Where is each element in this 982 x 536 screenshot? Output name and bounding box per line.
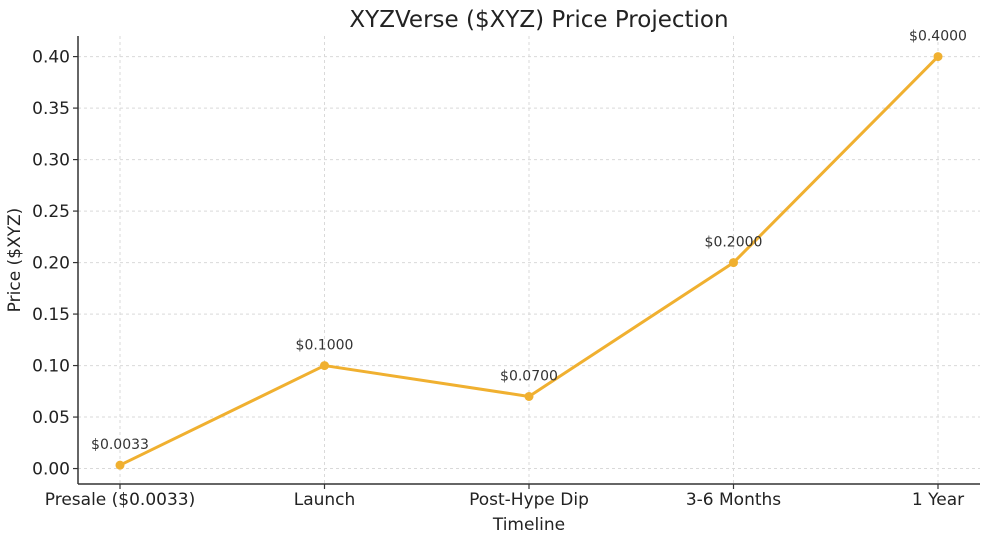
data-label-layer: $0.0033 $0.1000 $0.0700 $0.2000 $0.4000	[91, 29, 967, 454]
grid-layer	[78, 36, 980, 484]
data-point	[115, 460, 125, 470]
series-layer	[115, 52, 943, 470]
y-tick-label: 0.40	[32, 48, 70, 68]
y-tick-label: 0.05	[32, 408, 70, 428]
y-tick-label: 0.20	[32, 254, 70, 274]
data-point	[320, 361, 329, 371]
x-tick-label: Launch	[294, 490, 356, 510]
x-tick-label: Presale ($0.0033)	[45, 490, 195, 510]
x-tick-label: Post-Hype Dip	[469, 490, 589, 510]
y-axis-ticks: 0.00 0.05 0.10 0.15 0.20 0.25 0.30 0.35 0.40	[32, 48, 78, 480]
y-tick-label: 0.30	[32, 151, 70, 171]
y-tick-label: 0.15	[32, 305, 70, 325]
x-axis-title: Timeline	[492, 515, 565, 535]
data-point	[729, 258, 738, 268]
y-tick-label: 0.35	[32, 99, 70, 119]
data-label: $0.4000	[909, 29, 967, 45]
data-label: $0.1000	[296, 338, 354, 354]
x-axis-ticks: Presale ($0.0033) Launch Post-Hype Dip 3-6 …	[45, 484, 964, 510]
data-label: $0.2000	[705, 235, 763, 251]
chart-title: XYZVerse ($XYZ) Price Projection	[349, 7, 728, 33]
data-point	[933, 52, 943, 62]
data-point	[524, 391, 534, 401]
x-tick-label: 1 Year	[912, 490, 964, 510]
data-label: $0.0033	[91, 437, 149, 453]
data-label: $0.0700	[500, 368, 558, 384]
y-tick-label: 0.25	[32, 202, 70, 222]
y-tick-label: 0.10	[32, 357, 70, 377]
y-tick-label: 0.00	[32, 460, 70, 480]
y-axis-title: Price ($XYZ)	[5, 208, 25, 313]
x-tick-label: 3-6 Months	[686, 490, 781, 510]
